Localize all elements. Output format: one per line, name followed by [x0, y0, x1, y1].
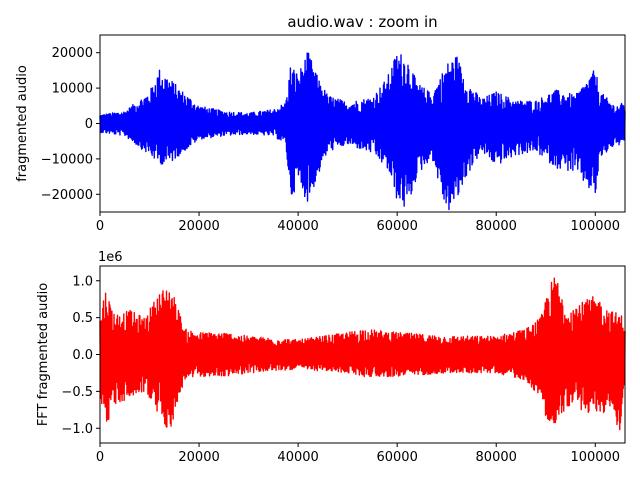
x-tick-label: 0: [96, 450, 104, 465]
x-tick-label: 80000: [476, 219, 517, 234]
bottom-axes-fft: 0 20000 40000 60000 80000 100000 −1.0 −0.5 0.0 0.…: [36, 250, 626, 465]
y-tick-label: 1.0: [72, 274, 93, 289]
y-tick-label: 10000: [52, 82, 93, 97]
y-tick-label: 0: [85, 117, 93, 132]
x-tick-label: 20000: [178, 219, 219, 234]
y-axis-label: fragmented audio: [15, 65, 30, 182]
x-tick-label: 0: [96, 219, 104, 234]
x-tick-label: 40000: [277, 450, 318, 465]
y-tick-label: −1.0: [61, 422, 93, 437]
y-offset-label: 1e6: [98, 250, 123, 265]
y-tick-label: 20000: [52, 46, 93, 61]
y-tick-label: −10000: [41, 152, 93, 167]
top-axes-audio: 0 20000 40000 60000 80000 100000 −20000 −10000 0…: [15, 13, 626, 234]
y-axis-label: FFT fragmented audio: [36, 283, 51, 426]
y-tick-label: 0.0: [72, 348, 93, 363]
x-tick-label: 60000: [376, 219, 417, 234]
y-tick-label: 0.5: [72, 311, 93, 326]
chart-title: audio.wav : zoom in: [287, 13, 437, 31]
x-tick-label: 100000: [570, 450, 620, 465]
y-tick-label: −0.5: [61, 385, 93, 400]
x-tick-label: 20000: [178, 450, 219, 465]
y-tick-label: −20000: [41, 188, 93, 203]
x-tick-label: 60000: [376, 450, 417, 465]
x-tick-label: 80000: [476, 450, 517, 465]
x-tick-label: 100000: [570, 219, 620, 234]
series-line: [99, 277, 626, 431]
series-line: [99, 52, 626, 211]
x-tick-label: 40000: [277, 219, 318, 234]
